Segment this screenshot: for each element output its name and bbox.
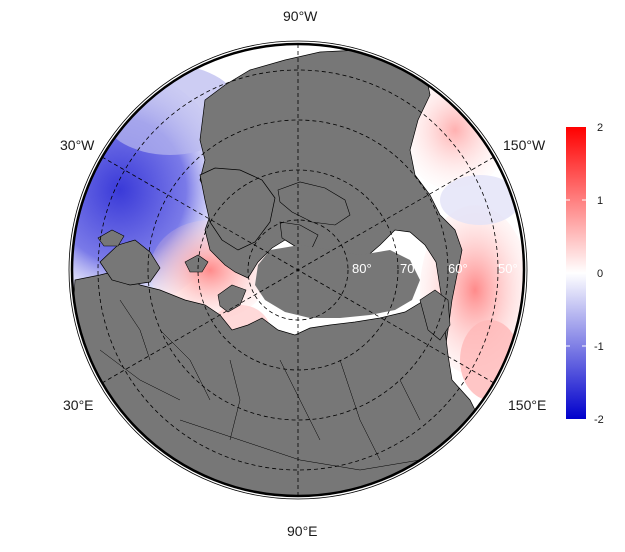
lat-label-50: 50°: [498, 261, 518, 276]
colorbar-ticks: [566, 199, 586, 347]
country-borders: [99, 299, 421, 471]
land-iceland: [97, 229, 125, 247]
lon-label-150w: 150°W: [503, 137, 546, 153]
lon-label-30w: 30°W: [60, 137, 95, 153]
land-east-siberia: [419, 289, 451, 341]
lat-label-80: 80°: [352, 261, 372, 276]
land-svalbard: [184, 254, 209, 273]
lon-label-150e: 150°E: [508, 397, 547, 413]
land-scandinavia: [99, 239, 161, 286]
colorbar-tick-minus-1: -1: [594, 341, 604, 353]
land-canadian-archipelago: [277, 181, 351, 226]
map-outer-ring-thin: [68, 40, 528, 500]
negative-anomaly-alaska: [440, 175, 520, 225]
map-disk: 80° 70° 60° 50°: [72, 44, 524, 496]
colorbar: 2 1 0 -1 -2: [566, 122, 604, 426]
lat-label-70: 70°: [400, 261, 420, 276]
lat-label-60: 60°: [448, 261, 468, 276]
lon-label-30e: 30°E: [63, 397, 94, 413]
graticule: [97, 44, 499, 496]
lon-label-90e: 90°E: [287, 523, 318, 539]
map-outer-ring: [70, 42, 526, 498]
land-arctic-ocean-ice: [255, 245, 420, 318]
colorbar-tick-minus-2: -2: [594, 414, 604, 426]
land-novaya-zemlya: [217, 284, 247, 313]
colorbar-tick-0: 0: [597, 268, 603, 280]
colorbar-tick-2: 2: [597, 122, 603, 134]
land-greenland: [199, 167, 276, 251]
lon-label-90w: 90°W: [283, 8, 318, 24]
colorbar-tick-1: 1: [597, 195, 603, 207]
colorbar-gradient: [566, 127, 586, 419]
